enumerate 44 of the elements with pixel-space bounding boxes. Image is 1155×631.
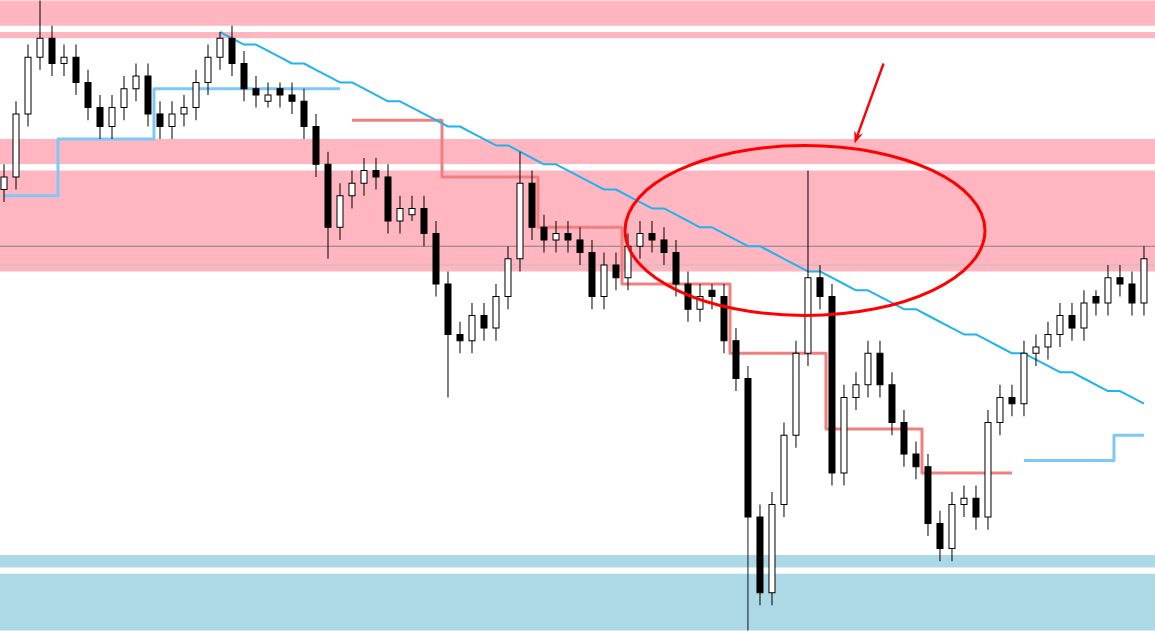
candlestick <box>1092 289 1100 316</box>
candlestick <box>1032 333 1040 367</box>
candlestick <box>1128 270 1136 316</box>
candlestick <box>360 157 368 197</box>
candlestick <box>108 94 116 140</box>
candlestick <box>216 31 224 71</box>
candlestick <box>540 214 548 253</box>
candlestick <box>396 195 404 235</box>
candlestick <box>36 0 44 71</box>
candlestick <box>168 100 176 140</box>
candlestick <box>972 485 980 531</box>
candlestick <box>276 81 284 109</box>
candlestick <box>660 226 668 266</box>
candlestick <box>912 441 920 480</box>
candlestick <box>252 75 260 109</box>
candlestick <box>132 63 140 102</box>
candlestick <box>372 157 380 190</box>
candlestick <box>552 220 560 253</box>
candlestick <box>612 252 620 291</box>
candlestick <box>564 220 572 253</box>
candlestick <box>180 94 188 127</box>
candlestick <box>0 163 8 203</box>
candlestick <box>156 100 164 140</box>
candlestick <box>1008 384 1016 417</box>
candlestick <box>1116 264 1124 298</box>
candlestick <box>264 81 272 109</box>
candlestick <box>648 220 656 253</box>
candlestick <box>708 283 716 310</box>
candlestick <box>120 75 128 121</box>
candlestick <box>96 94 104 140</box>
candlestick <box>408 195 416 222</box>
candlestick <box>852 371 860 411</box>
candlestick <box>1056 302 1064 348</box>
candlestick <box>348 170 356 209</box>
candlestick <box>456 321 464 354</box>
candlestick <box>576 226 584 266</box>
candlestick <box>1068 302 1076 342</box>
candlestick <box>960 485 968 518</box>
candlestick <box>816 264 824 310</box>
candlestick <box>288 81 296 115</box>
candlestick <box>480 302 488 342</box>
candlestick <box>60 44 68 77</box>
candlestick <box>1044 321 1052 361</box>
candlestick <box>636 220 644 260</box>
